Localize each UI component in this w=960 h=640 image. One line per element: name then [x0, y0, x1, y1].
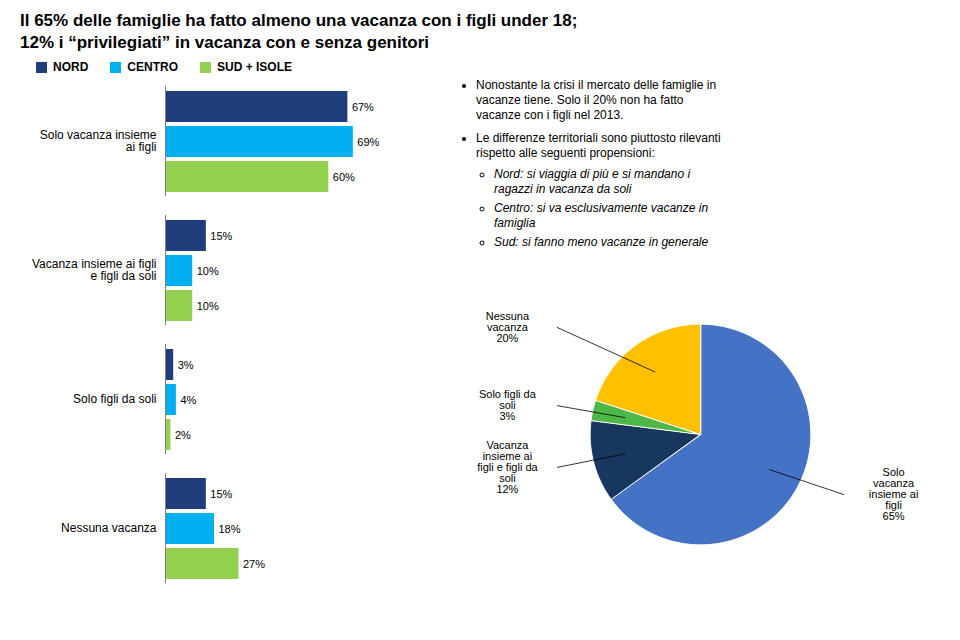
html-text:SUD + ISOLE: SUD + ISOLE	[217, 60, 292, 74]
html-text:12% i “privilegiati” in vacanz: 12% i “privilegiati” in vacanza con e se…	[20, 33, 430, 52]
svg-text:Solo vacanza insiemeai figli: Solo vacanza insiemeai figli	[40, 128, 157, 154]
svg-text:Nessunavacanza20%: Nessunavacanza20%	[486, 310, 530, 344]
html-text:NORD: NORD	[53, 60, 89, 74]
svg-text:2%: 2%	[175, 429, 191, 441]
svg-text:15%: 15%	[210, 488, 232, 500]
svg-text:4%: 4%	[180, 394, 196, 406]
svg-text:Solovacanzainsieme aifigli65%: Solovacanzainsieme aifigli65%	[869, 466, 919, 522]
svg-text:10%: 10%	[197, 300, 219, 312]
html-text:Le differenze territoriali son: Le differenze territoriali sono piuttost…	[476, 131, 721, 160]
svg-text:Nessuna vacanza: Nessuna vacanza	[61, 521, 157, 535]
svg-text:10%: 10%	[197, 265, 219, 277]
svg-text:69%: 69%	[357, 136, 379, 148]
html-text:Il 65% delle famiglie ha fatto: Il 65% delle famiglie ha fatto almeno un…	[20, 11, 578, 30]
svg-text:Solo figli dasoli3%: Solo figli dasoli3%	[479, 388, 537, 422]
html-text:Nonostante la crisi il mercato: Nonostante la crisi il mercato delle fam…	[476, 78, 717, 122]
svg-text:Vacanza insieme ai figlie figl: Vacanza insieme ai figlie figli da soli	[32, 257, 157, 283]
html-text:Centro: si va esclusivamente v: Centro: si va esclusivamente vacanze in …	[494, 201, 709, 230]
svg-text:3%: 3%	[178, 359, 194, 371]
html-text:Nord: si viaggia di più e si m: Nord: si viaggia di più e si mandano i r…	[494, 167, 691, 196]
svg-text:Vacanzainsieme aifigli e figli: Vacanzainsieme aifigli e figli dasoli12%	[477, 439, 538, 495]
svg-text:67%: 67%	[352, 101, 374, 113]
svg-text:15%: 15%	[210, 230, 232, 242]
html-text:Sud: si fanno meno vacanze in: Sud: si fanno meno vacanze in generale	[494, 235, 709, 249]
svg-text:Solo figli da soli: Solo figli da soli	[73, 392, 156, 406]
html-text:CENTRO: CENTRO	[127, 60, 178, 74]
svg-text:18%: 18%	[219, 523, 241, 535]
svg-text:27%: 27%	[243, 558, 265, 570]
svg-text:60%: 60%	[333, 171, 355, 183]
